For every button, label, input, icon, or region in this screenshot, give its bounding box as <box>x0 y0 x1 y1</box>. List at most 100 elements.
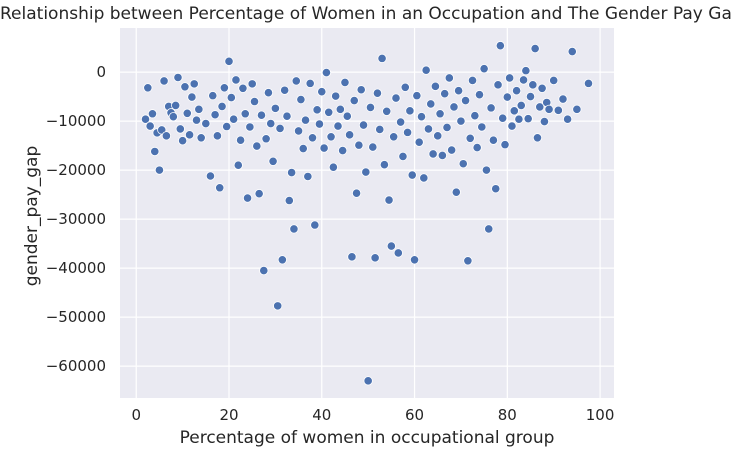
data-point <box>351 188 362 198</box>
data-point <box>247 79 257 89</box>
x-tick-label: 60 <box>405 406 424 424</box>
data-point <box>212 131 223 141</box>
data-point <box>215 183 225 193</box>
data-point <box>402 127 413 137</box>
data-point <box>358 120 369 130</box>
data-point <box>530 43 540 54</box>
data-point <box>331 91 341 101</box>
data-point <box>231 75 241 85</box>
y-tick-label: −30000 <box>46 210 106 228</box>
data-point <box>261 134 271 144</box>
data-point <box>205 171 216 181</box>
data-point <box>537 83 547 93</box>
chart-title: Relationship between Percentage of Women… <box>0 4 733 24</box>
data-point <box>437 150 447 161</box>
x-axis-label: Percentage of women in occupational grou… <box>179 428 555 448</box>
data-point <box>558 94 568 104</box>
data-point <box>317 87 327 97</box>
data-point <box>488 135 498 145</box>
data-point <box>393 248 403 258</box>
data-point <box>583 78 594 88</box>
data-point <box>287 167 297 178</box>
data-point <box>525 92 536 102</box>
data-point <box>486 103 496 113</box>
data-point <box>370 253 380 263</box>
data-point <box>549 75 559 86</box>
data-point <box>389 132 399 142</box>
plot-area <box>120 28 614 398</box>
data-point <box>472 142 482 153</box>
data-point <box>521 66 531 76</box>
data-point <box>210 110 220 120</box>
data-point <box>252 141 262 151</box>
data-point <box>514 114 524 124</box>
data-point <box>563 114 573 124</box>
data-point <box>282 111 292 121</box>
data-point <box>396 117 406 127</box>
data-point <box>171 100 181 111</box>
data-point <box>442 122 452 133</box>
data-point <box>384 195 394 205</box>
data-point <box>409 255 420 265</box>
data-point <box>238 83 248 93</box>
data-point <box>451 187 461 197</box>
tick-labels: 0 20 40 60 80 100 −60000 −50000 −40000 −30000 −200… <box>46 63 615 424</box>
data-point <box>467 75 478 86</box>
data-point <box>502 92 512 102</box>
data-point <box>161 131 171 141</box>
data-point <box>484 224 494 234</box>
data-point <box>222 121 232 132</box>
data-point <box>310 220 320 230</box>
y-tick-label: 0 <box>96 63 106 81</box>
data-point <box>505 73 515 83</box>
data-point <box>447 145 457 155</box>
data-point <box>477 122 487 132</box>
data-point <box>470 111 480 121</box>
y-tick-label: −50000 <box>46 308 106 326</box>
data-points <box>140 41 594 386</box>
data-point <box>430 81 441 91</box>
y-tick-label: −20000 <box>46 161 106 179</box>
data-point <box>335 104 345 114</box>
data-point <box>208 91 218 101</box>
data-point <box>405 106 415 116</box>
data-point <box>175 124 185 134</box>
data-point <box>435 109 445 119</box>
data-point <box>298 143 308 154</box>
data-point <box>293 126 304 136</box>
data-point <box>460 95 471 106</box>
data-point <box>377 53 387 63</box>
data-point <box>412 91 422 101</box>
data-point <box>178 136 188 146</box>
data-point <box>236 135 246 145</box>
data-point <box>187 92 197 102</box>
data-point <box>572 104 582 114</box>
data-point <box>328 162 338 172</box>
data-point <box>479 64 489 74</box>
data-point <box>345 130 355 140</box>
data-point <box>398 151 408 161</box>
data-point <box>518 75 529 85</box>
data-point <box>449 102 459 112</box>
data-point <box>440 89 450 99</box>
data-point <box>249 96 260 107</box>
data-point <box>217 101 227 112</box>
data-point <box>454 86 464 96</box>
data-point <box>356 85 366 95</box>
data-point <box>463 256 473 266</box>
data-point <box>523 114 533 124</box>
data-point <box>284 195 294 206</box>
data-point <box>567 46 577 57</box>
data-point <box>291 76 301 86</box>
data-point <box>342 111 352 121</box>
data-point <box>289 224 299 234</box>
data-point <box>168 112 178 122</box>
data-point <box>553 105 563 115</box>
data-point <box>354 140 364 150</box>
data-point <box>363 376 373 386</box>
data-point <box>319 143 329 153</box>
data-point <box>416 112 427 122</box>
data-point <box>312 105 322 115</box>
data-point <box>386 241 396 251</box>
data-point <box>444 73 454 83</box>
